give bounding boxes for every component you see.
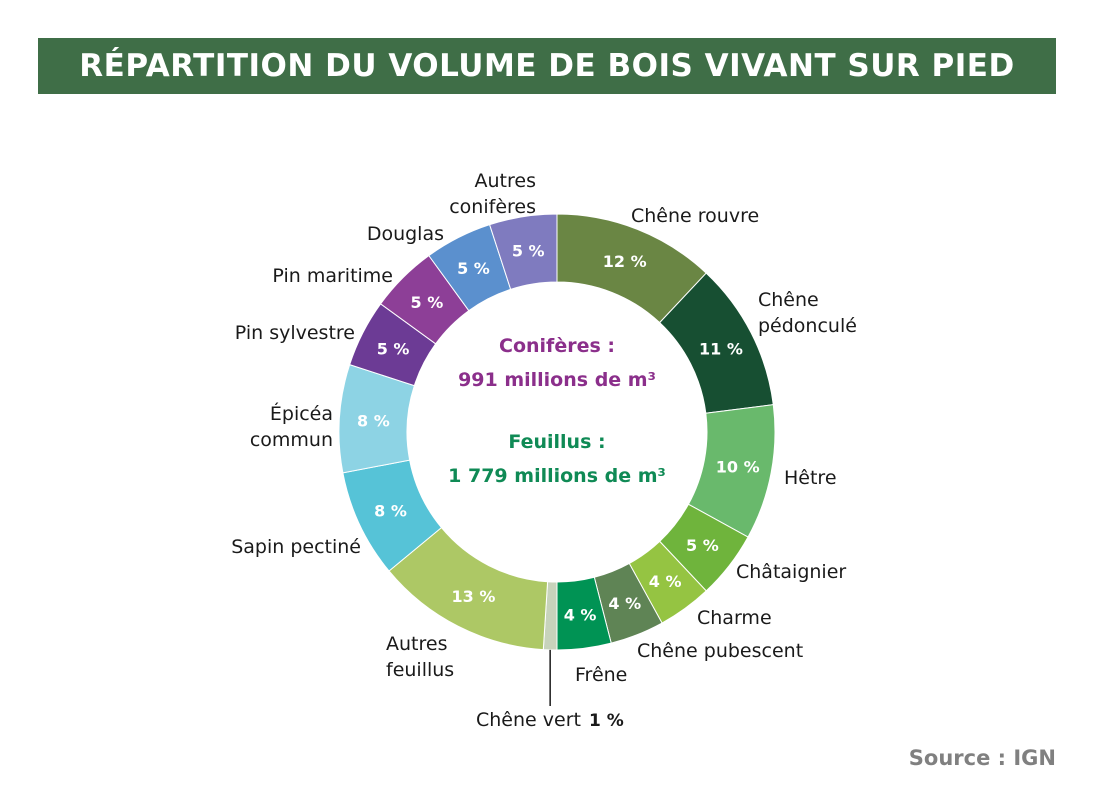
slice-value-label: 5 % — [411, 293, 444, 312]
slice-name-label: Épicéa commun — [250, 402, 333, 451]
slice-name-label: Autres feuillus — [386, 633, 454, 681]
slice-value-label: 4 % — [564, 606, 597, 625]
slice-value-label: 12 % — [603, 252, 647, 271]
title-bar: RÉPARTITION DU VOLUME DE BOIS VIVANT SUR… — [38, 38, 1056, 94]
center-feuillus-value: 1 779 millions de m³ — [448, 465, 666, 487]
slice-name-label: Hêtre — [784, 467, 837, 489]
center-coniferes-value: 991 millions de m³ — [458, 369, 656, 391]
slice-value-label: 4 % — [649, 572, 682, 591]
slice-value-label: 5 % — [686, 536, 719, 555]
slice-name-label: Pin maritime — [272, 265, 393, 287]
slice-name-label: Douglas — [367, 223, 444, 245]
source-credit: Source : IGN — [908, 746, 1056, 770]
slice-name-label: Charme — [697, 607, 772, 629]
slice-name-label: Autres conifères — [449, 170, 536, 218]
slice-value-label: 11 % — [699, 339, 743, 358]
slice-name-label: Chêne pubescent — [637, 640, 803, 662]
slice-value-label: 4 % — [608, 594, 641, 613]
slice-value-label: 5 % — [457, 259, 490, 278]
slice-value-label: 10 % — [716, 457, 760, 476]
slice-value-label: 5 % — [512, 241, 545, 260]
slice-name-label: Chêne pédonculé — [758, 289, 857, 337]
slice-name-label: Chêne vert 1 % — [476, 709, 624, 731]
center-coniferes-label: Conifères : — [499, 335, 615, 357]
center-feuillus-label: Feuillus : — [508, 431, 605, 453]
slice-name-label: Sapin pectiné — [231, 536, 361, 558]
slice-value-label: 8 % — [357, 411, 390, 430]
slice-autres-coniferes — [489, 213, 558, 290]
slice-value-label: 5 % — [377, 339, 410, 358]
slice-name-label: Pin sylvestre — [235, 322, 355, 344]
chart-title: RÉPARTITION DU VOLUME DE BOIS VIVANT SUR… — [79, 48, 1015, 84]
slice-value-label: 8 % — [374, 501, 407, 520]
slice-name-label: Chêne rouvre — [631, 205, 759, 227]
slice-value-label: 13 % — [452, 587, 496, 606]
slice-name-label: Châtaignier — [736, 561, 846, 583]
slice-name-label: Frêne — [575, 664, 627, 686]
